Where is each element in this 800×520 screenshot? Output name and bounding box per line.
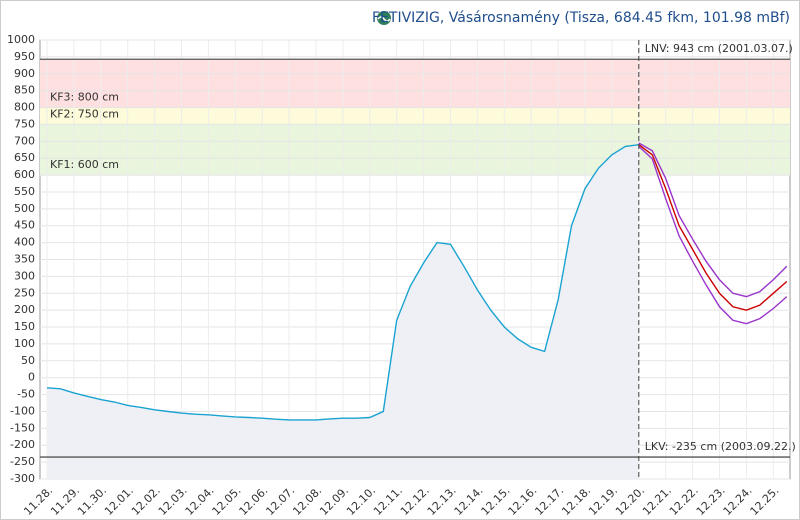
y-tick-label: -300: [10, 472, 35, 485]
threshold-band: [40, 59, 790, 108]
y-tick-label: -250: [10, 455, 35, 468]
y-tick-label: -50: [17, 388, 35, 401]
y-tick-label: 750: [14, 117, 35, 130]
threshold-band: [40, 124, 790, 176]
y-tick-label: 450: [14, 219, 35, 232]
y-tick-label: 250: [14, 286, 35, 299]
area: [47, 144, 639, 479]
y-tick-label: 50: [21, 354, 35, 367]
y-tick-label: 550: [14, 185, 35, 198]
y-tick-label: 500: [14, 202, 35, 215]
y-tick-label: 0: [28, 371, 35, 384]
chart-title: FETIVIZIG, Vásárosnamény (Tisza, 684.45 …: [372, 10, 790, 26]
y-tick-label: 400: [14, 236, 35, 249]
line: [638, 142, 788, 298]
y-tick-label: 350: [14, 253, 35, 266]
band-label: KF2: 750 cm: [50, 107, 119, 120]
band-label: KF1: 600 cm: [50, 158, 119, 171]
y-tick-label: 100: [14, 337, 35, 350]
y-tick-label: 700: [14, 134, 35, 147]
band-label: KF3: 800 cm: [50, 91, 119, 104]
line: [46, 144, 639, 421]
y-tick-label: 300: [14, 269, 35, 282]
line: [638, 144, 788, 311]
y-tick-label: -150: [10, 421, 35, 434]
y-tick-label: 650: [14, 151, 35, 164]
y-tick-label: 150: [14, 320, 35, 333]
y-tick-label: 1000: [7, 33, 35, 46]
y-tick-label: 800: [14, 101, 35, 114]
y-tick-label: -200: [10, 438, 35, 451]
threshold-band: [40, 107, 790, 125]
y-tick-label: -100: [10, 404, 35, 417]
reference-label: LKV: -235 cm (2003.09.22.): [645, 440, 796, 453]
line: [638, 145, 788, 325]
y-tick-label: 850: [14, 84, 35, 97]
y-tick-label: 900: [14, 67, 35, 80]
logo-wave: [377, 16, 391, 22]
reference-label: LNV: 943 cm (2001.03.07.): [645, 42, 793, 55]
y-tick-label: 950: [14, 50, 35, 63]
y-tick-label: 600: [14, 168, 35, 181]
y-tick-label: 200: [14, 303, 35, 316]
